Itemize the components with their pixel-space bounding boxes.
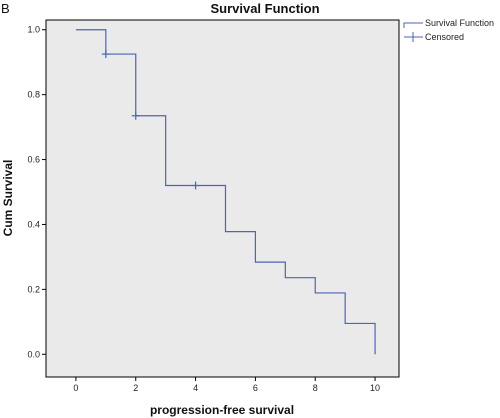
legend: Survival Function Censored — [403, 18, 494, 42]
x-tick-label: 6 — [253, 383, 258, 393]
legend-censored-label: Censored — [425, 32, 464, 42]
x-tick-label: 4 — [193, 383, 198, 393]
x-tick-label: 8 — [313, 383, 318, 393]
series-layer — [75, 29, 376, 355]
x-tick-label: 10 — [370, 383, 380, 393]
x-tick-label: 2 — [133, 383, 138, 393]
legend-survival-line-icon — [403, 22, 423, 28]
survival-step-line — [75, 29, 376, 355]
x-axis: 0 2 4 6 8 10 — [73, 377, 380, 393]
y-tick-label: 0.8 — [27, 90, 40, 100]
legend-survival-label: Survival Function — [425, 18, 494, 28]
y-tick-label: 0.0 — [27, 349, 40, 359]
y-tick-label: 0.6 — [27, 155, 40, 165]
y-tick-label: 0.4 — [27, 219, 40, 229]
y-tick-label: 1.0 — [27, 25, 40, 35]
y-tick-label: 0.2 — [27, 284, 40, 294]
censored-marker — [131, 111, 140, 120]
x-tick-label: 0 — [73, 383, 78, 393]
x-axis-title: progression-free survival — [150, 403, 294, 417]
censored-marker — [191, 181, 200, 190]
y-axis-title: Cum Survival — [1, 160, 15, 237]
plot-area — [45, 19, 400, 378]
panel-label: B — [1, 1, 10, 16]
censored-marker — [101, 50, 110, 59]
chart-title: Survival Function — [210, 1, 319, 16]
y-axis: 0.0 0.2 0.4 0.6 0.8 1.0 — [27, 25, 46, 359]
